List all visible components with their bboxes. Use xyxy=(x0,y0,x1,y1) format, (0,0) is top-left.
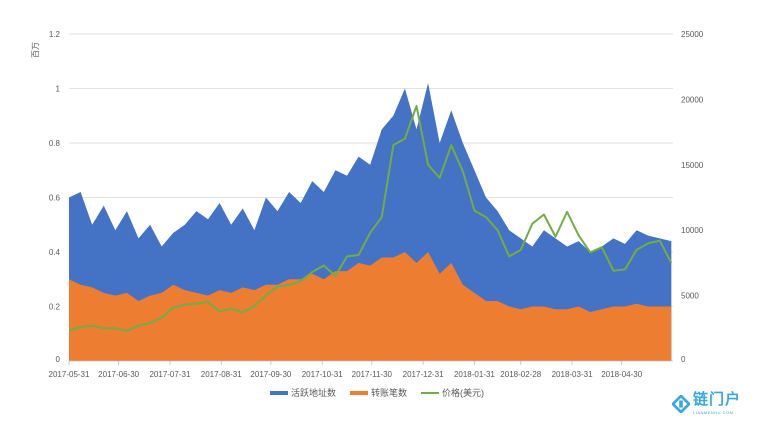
logo-subtext: LIANMENHU.COM xyxy=(693,410,734,415)
y-left-unit: 百万 xyxy=(31,42,40,58)
legend-swatch xyxy=(350,390,369,395)
y-right-tick-label: 15000 xyxy=(681,161,704,170)
lines xyxy=(68,104,673,332)
x-tick-label: 2017-06-30 xyxy=(98,370,139,379)
areas xyxy=(69,83,672,362)
legend-item-active-addresses: 活跃地址数 xyxy=(270,386,336,399)
y-right-tick-label: 5000 xyxy=(681,292,699,301)
x-tick-label: 2018-04-30 xyxy=(601,370,642,379)
legend-item-price: 价格(美元) xyxy=(421,386,484,399)
logo-text: 链门户 xyxy=(693,391,742,408)
legend-item-transfers: 转账笔数 xyxy=(350,386,407,399)
y-left-tick-label: 0.4 xyxy=(49,248,61,257)
logo-diamond-icon xyxy=(672,394,690,413)
x-tick-label: 2017-09-30 xyxy=(250,370,291,379)
y-left-tick-label: 0.8 xyxy=(49,139,61,148)
legend-swatch xyxy=(421,391,440,394)
legend-swatch xyxy=(270,390,288,395)
y-right-tick-label: 0 xyxy=(681,355,686,364)
y-right-tick-label: 25000 xyxy=(681,30,704,39)
legend-label: 价格(美元) xyxy=(442,388,485,398)
x-tick-label: 2017-07-31 xyxy=(149,370,190,379)
line-series-2 xyxy=(68,104,673,332)
area-series-1 xyxy=(69,252,672,361)
legend-label: 活跃地址数 xyxy=(291,388,337,398)
y-left-tick-label: 1.2 xyxy=(49,30,61,39)
x-tick-label: 2017-08-31 xyxy=(201,370,242,379)
x-tick-label: 2018-03-31 xyxy=(552,370,593,379)
legend: 活跃地址数 转账笔数 价格(美元) xyxy=(270,386,484,399)
y-right-tick-label: 10000 xyxy=(681,226,704,235)
watermark-logo: 链门户 LIANMENHU.COM xyxy=(672,391,741,416)
y-right-tick-label: 20000 xyxy=(681,95,704,104)
x-tick-label: 2018-01-31 xyxy=(454,370,495,379)
x-tick-label: 2017-10-31 xyxy=(302,370,343,379)
y-left-tick-label: 1 xyxy=(56,85,61,94)
y-left-tick-label: 0.6 xyxy=(49,194,61,203)
y-left-tick-label: 0.2 xyxy=(49,303,61,312)
x-tick-label: 2018-02-28 xyxy=(500,370,541,379)
x-tick-label: 2017-12-31 xyxy=(403,370,444,379)
x-tick-label: 2017-11-30 xyxy=(352,370,393,379)
x-tick-label: 2017-05-31 xyxy=(49,370,90,379)
axes: 0 0.2 0.4 0.6 0.8 1 1.2 0 5000 10000 15000 20000 250… xyxy=(49,30,704,379)
y-left-tick-label: 0 xyxy=(56,355,61,364)
legend-label: 转账笔数 xyxy=(371,388,408,398)
